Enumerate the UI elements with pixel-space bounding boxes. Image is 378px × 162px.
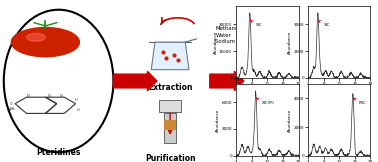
- Polygon shape: [151, 42, 189, 70]
- Y-axis label: Abundance: Abundance: [288, 108, 292, 132]
- FancyArrow shape: [113, 71, 157, 91]
- Text: Purification: Purification: [145, 154, 195, 162]
- Text: Methanol
Water
Sodium hydroxide: Methanol Water Sodium hydroxide: [215, 26, 263, 44]
- Circle shape: [11, 28, 79, 57]
- Y-axis label: Abundance: Abundance: [214, 30, 218, 54]
- Text: H: H: [74, 98, 77, 102]
- FancyBboxPatch shape: [159, 100, 181, 112]
- Text: N: N: [59, 94, 62, 98]
- FancyBboxPatch shape: [164, 120, 176, 130]
- Y-axis label: Abundance: Abundance: [216, 108, 220, 132]
- X-axis label: Time (min): Time (min): [328, 87, 350, 91]
- Text: XIC(PI): XIC(PI): [256, 98, 274, 105]
- Y-axis label: Abundance: Abundance: [288, 30, 292, 54]
- FancyBboxPatch shape: [164, 113, 176, 143]
- Text: N: N: [48, 94, 50, 98]
- Text: NH₂: NH₂: [10, 107, 17, 110]
- Text: Pteridines: Pteridines: [36, 148, 81, 157]
- Text: Extraction: Extraction: [148, 83, 192, 92]
- Text: NH: NH: [7, 108, 12, 112]
- Text: O: O: [10, 102, 13, 106]
- FancyArrow shape: [210, 71, 244, 91]
- Text: PXC: PXC: [353, 98, 366, 105]
- Text: N: N: [27, 94, 29, 98]
- Text: XIC: XIC: [318, 20, 330, 27]
- Text: H: H: [76, 108, 79, 112]
- Text: XIC: XIC: [250, 20, 262, 27]
- Circle shape: [26, 33, 45, 41]
- X-axis label: Time (min): Time (min): [256, 87, 279, 91]
